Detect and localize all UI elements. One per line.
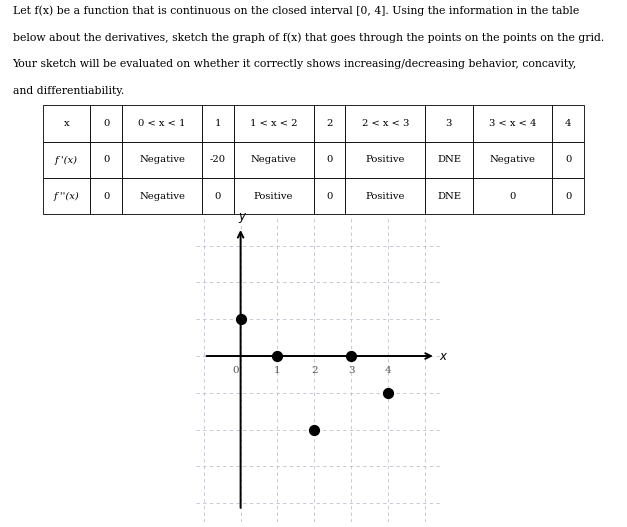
Text: 4: 4 (384, 366, 391, 375)
Text: 3: 3 (348, 366, 354, 375)
Point (309, 425, 319, 434)
Text: $x$: $x$ (439, 349, 448, 363)
Text: and differentiability.: and differentiability. (13, 86, 124, 96)
Text: 1: 1 (274, 366, 281, 375)
Point (272, 352, 282, 360)
Text: Your sketch will be evaluated on whether it correctly shows increasing/decreasin: Your sketch will be evaluated on whether… (13, 60, 577, 70)
Point (236, 315, 246, 324)
Text: 2: 2 (311, 366, 317, 375)
Point (346, 352, 356, 360)
Text: $y$: $y$ (238, 211, 248, 225)
Text: below about the derivatives, sketch the graph of f(x) that goes through the poin: below about the derivatives, sketch the … (13, 32, 604, 43)
Text: 0: 0 (233, 366, 240, 375)
Text: Let f(x) be a function that is continuous on the closed interval [0, 4]. Using t: Let f(x) be a function that is continuou… (13, 5, 579, 16)
Point (383, 388, 393, 397)
